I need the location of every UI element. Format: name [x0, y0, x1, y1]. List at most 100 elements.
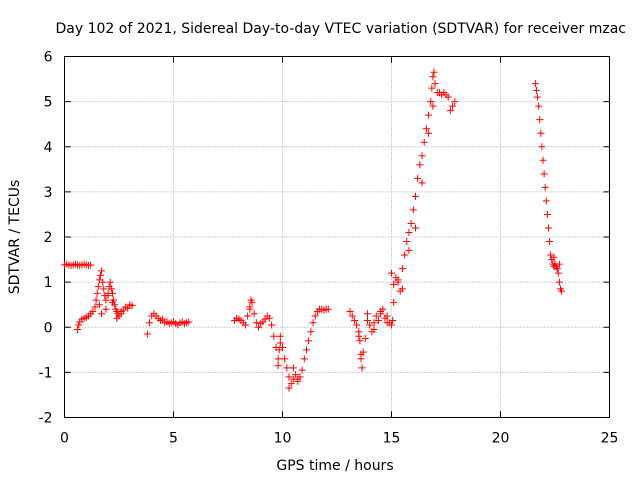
data-point: [430, 68, 438, 76]
data-point: [348, 312, 356, 320]
data-point: [370, 319, 378, 327]
data-point: [108, 289, 116, 297]
data-point: [356, 337, 364, 345]
data-point: [294, 375, 302, 383]
data-point: [324, 305, 332, 313]
data-point: [372, 312, 380, 320]
data-point: [411, 224, 419, 232]
data-point: [428, 84, 436, 92]
data-point: [311, 312, 319, 320]
data-point: [388, 321, 395, 329]
data-point: [124, 304, 132, 312]
data-point: [398, 285, 406, 293]
y-axis-label: SDTVAR / TECUs: [7, 180, 23, 295]
data-point: [95, 301, 103, 309]
data-point: [359, 348, 367, 356]
data-point: [305, 337, 313, 345]
data-point: [425, 129, 433, 137]
data-point: [422, 125, 430, 133]
data-point: [544, 224, 552, 232]
data-point: [252, 319, 260, 327]
data-point: [309, 319, 317, 327]
data-point: [390, 298, 398, 306]
data-point: [403, 238, 411, 246]
data-point: [558, 287, 566, 295]
data-point: [357, 355, 365, 363]
data-point: [414, 174, 422, 182]
data-point: [289, 364, 297, 372]
data-point: [91, 303, 99, 311]
data-point: [307, 328, 315, 336]
data-point: [364, 316, 372, 324]
data-point: [532, 86, 540, 94]
data-point: [431, 80, 439, 88]
axis-ticks: 0 5 10 15 20 25 -2 -1 0 1 2 3 4 5 6: [39, 50, 619, 447]
data-point: [274, 362, 282, 370]
y-tick-label: 4: [44, 140, 53, 156]
data-point: [89, 307, 97, 315]
data-point: [99, 278, 107, 286]
data-point: [276, 332, 284, 340]
data-point: [361, 335, 369, 343]
data-point: [281, 355, 289, 363]
data-point: [401, 251, 409, 259]
data-point: [555, 260, 563, 268]
data-point: [429, 73, 437, 81]
data-point: [388, 269, 395, 277]
data-point: [554, 269, 562, 277]
data-point: [405, 247, 413, 255]
data-point: [536, 116, 544, 124]
data-point: [255, 323, 263, 331]
data-point: [535, 102, 543, 110]
data-point: [274, 355, 282, 363]
data-point: [246, 305, 254, 313]
data-point: [550, 253, 558, 261]
x-tick-label: 5: [169, 431, 178, 447]
data-point: [250, 310, 258, 318]
data-point: [300, 355, 308, 363]
data-point: [143, 330, 151, 338]
data-point: [449, 102, 457, 110]
data-point: [405, 228, 413, 236]
data-point: [185, 318, 193, 326]
data-point: [444, 93, 452, 101]
data-point: [100, 285, 108, 293]
data-point: [427, 98, 435, 106]
data-point: [98, 310, 106, 318]
data-point: [531, 80, 539, 88]
x-tick-label: 10: [274, 431, 292, 447]
data-point: [102, 305, 110, 313]
data-point: [534, 93, 542, 101]
y-tick-label: 2: [44, 230, 53, 246]
y-tick-label: 1: [44, 275, 53, 291]
data-point: [94, 283, 102, 291]
x-tick-label: 25: [601, 431, 619, 447]
y-tick-label: -2: [39, 411, 53, 427]
data-point: [93, 289, 101, 297]
x-axis-label: GPS time / hours: [276, 458, 393, 474]
data-point: [420, 138, 428, 146]
data-point: [265, 314, 273, 322]
data-points: [61, 68, 566, 392]
data-point: [247, 296, 255, 304]
data-point: [74, 326, 82, 334]
data-point: [398, 265, 406, 273]
y-tick-label: 6: [44, 50, 53, 66]
data-point: [108, 298, 116, 306]
data-point: [353, 321, 361, 329]
data-point: [366, 321, 374, 329]
data-point: [541, 183, 549, 191]
data-point: [383, 312, 391, 320]
data-point: [407, 219, 415, 227]
data-point: [276, 339, 284, 347]
data-point: [244, 312, 252, 320]
data-point: [377, 307, 385, 315]
data-point: [75, 321, 83, 329]
data-point: [283, 364, 291, 372]
data-point: [425, 111, 433, 119]
data-point: [537, 129, 545, 137]
chart-title: Day 102 of 2021, Sidereal Day-to-day VTE…: [56, 21, 626, 37]
x-tick-label: 20: [492, 431, 510, 447]
data-point: [87, 261, 95, 269]
data-point: [429, 102, 437, 110]
